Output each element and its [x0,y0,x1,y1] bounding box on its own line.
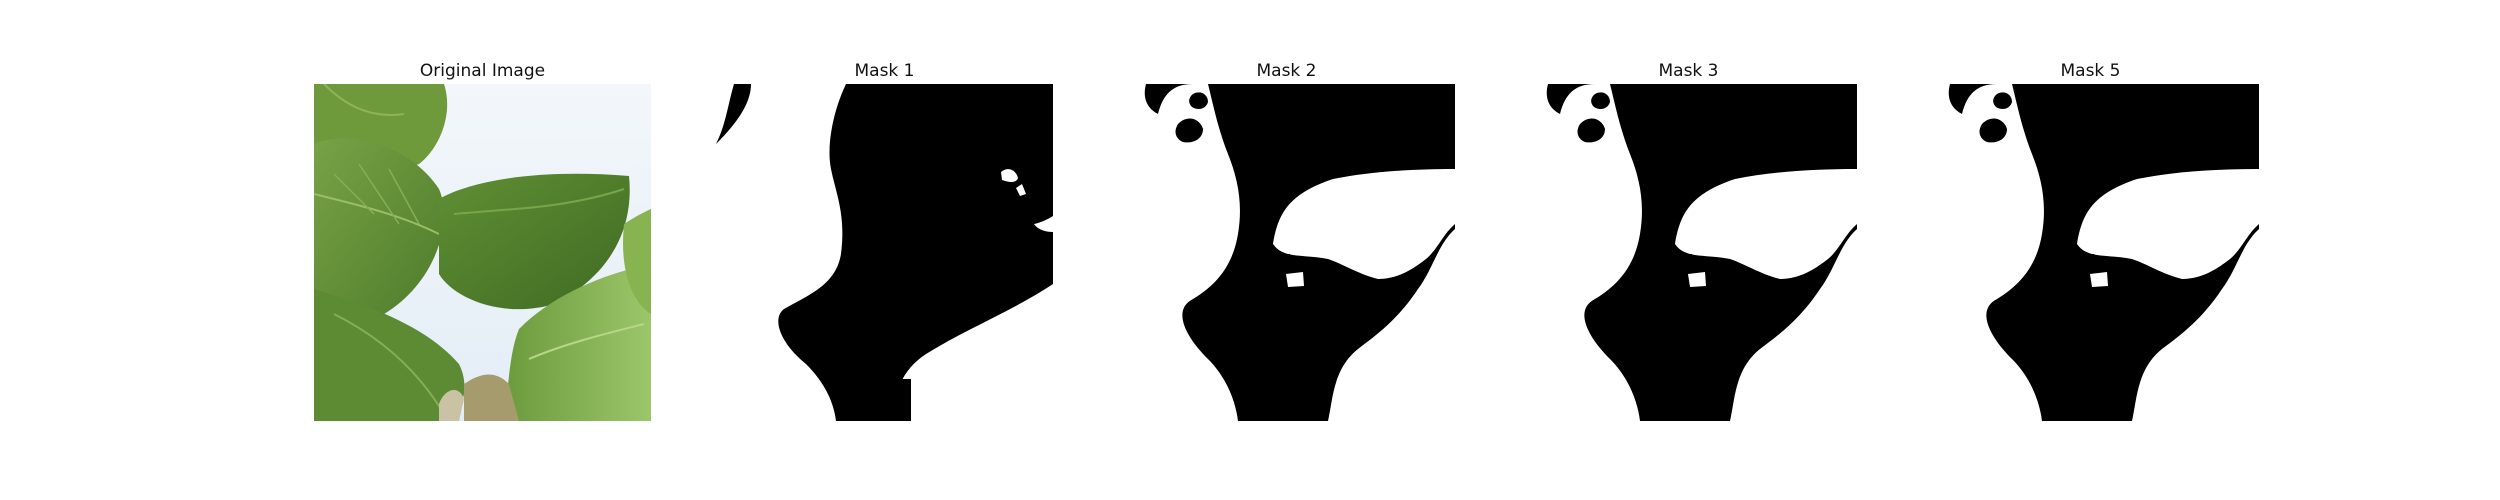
panel-mask-3: Mask 3 [1520,58,1857,421]
panel-title: Mask 3 [1658,61,1719,81]
mask-image [716,84,1053,421]
original-image [314,84,651,421]
panel-title: Mask 1 [854,61,915,81]
panel-title: Mask 2 [1256,61,1317,81]
panel-mask-1: Mask 1 [716,58,1053,421]
panel-mask-5: Mask 5 [1922,58,2259,421]
panel-title: Mask 5 [2060,61,2121,81]
panel-original-image: Original Image [314,58,651,421]
panel-mask-2: Mask 2 [1118,58,1455,421]
panel-title: Original Image [419,61,546,81]
mask-image [1520,84,1857,421]
mask-image [1922,84,2259,421]
mask-image [1118,84,1455,421]
